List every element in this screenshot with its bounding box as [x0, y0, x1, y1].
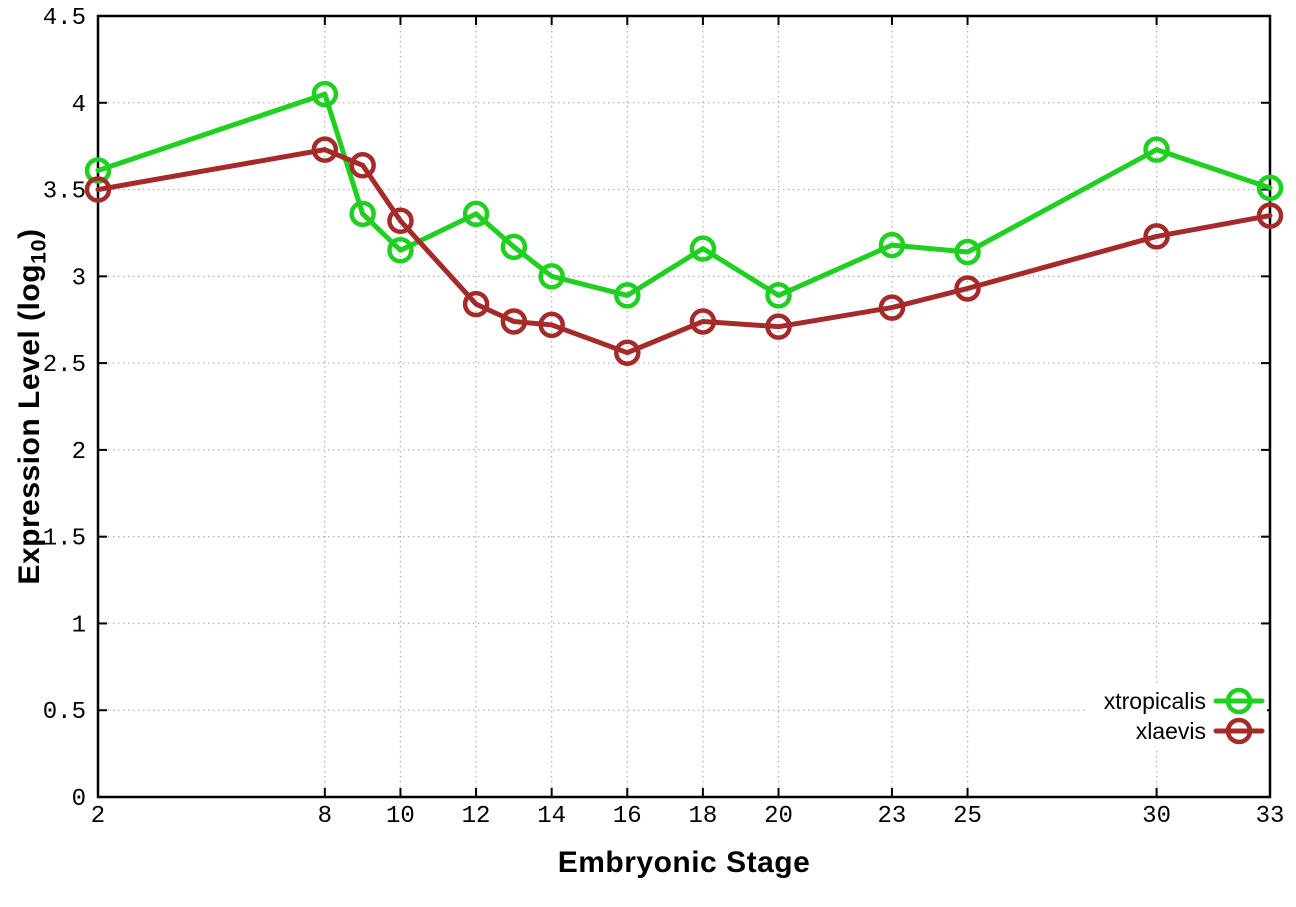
y-axis-title-text: Expression Level (log [13, 263, 46, 585]
y-axis-tick-label: 0 [72, 786, 86, 813]
legend-label-xtropicalis: xtropicalis [1104, 688, 1206, 714]
series-line-xlaevis [95, 147, 1273, 356]
data-point-marker-xtropicalis [311, 80, 339, 108]
y-axis-tick-label: 2.5 [43, 352, 86, 379]
data-point-marker-xtropicalis [1256, 174, 1284, 202]
data-point-marker-xtropicalis [462, 200, 490, 228]
data-point-marker-xlaevis [954, 275, 981, 302]
x-axis-tick-label: 30 [1142, 803, 1171, 830]
data-point-marker-xtropicalis [84, 157, 112, 184]
data-point-marker-xlaevis [1256, 202, 1284, 229]
x-axis-tick-label: 33 [1256, 803, 1285, 830]
data-point-marker-xlaevis [538, 311, 565, 339]
y-axis-tick-label: 1 [72, 612, 86, 639]
y-axis-tick-label: 4 [72, 92, 86, 119]
y-axis-tick-label: 2 [72, 439, 86, 466]
x-axis-tick-label: 16 [613, 803, 642, 830]
legend-background [1085, 684, 1267, 748]
data-point-marker-xlaevis [1143, 223, 1170, 250]
data-point-marker-xlaevis [500, 308, 528, 335]
x-axis-tick-label: 10 [386, 803, 415, 830]
y-axis-title-close: ) [13, 228, 46, 239]
x-axis-tick-label: 23 [878, 803, 907, 830]
x-axis-tick-label: 8 [318, 803, 332, 830]
plot-border [96, 14, 1272, 799]
data-point-marker-xlaevis [689, 308, 717, 335]
x-axis-tick-label: 14 [537, 803, 566, 830]
y-axis-title: Expression Level (log10) [4, 16, 56, 797]
data-point-marker-xtropicalis [878, 231, 906, 259]
x-axis-tick-label: 20 [764, 803, 793, 830]
y-axis-tick-label: 1.5 [43, 526, 86, 553]
data-point-marker-xtropicalis [954, 238, 981, 266]
x-axis-tick-label: 25 [953, 803, 982, 830]
data-point-marker-xlaevis [765, 313, 792, 340]
y-axis-tick-label: 3.5 [43, 179, 86, 206]
data-point-marker-xlaevis [387, 207, 414, 235]
data-point-marker-xlaevis [462, 290, 490, 318]
y-axis-tick-label: 3 [72, 265, 86, 292]
data-point-marker-xlaevis [614, 339, 641, 366]
data-point-marker-xtropicalis [689, 235, 717, 262]
data-point-marker-xtropicalis [500, 233, 528, 261]
data-point-marker-xtropicalis [614, 282, 641, 309]
x-axis-tick-label: 2 [91, 803, 105, 830]
legend-marker-xlaevis [1225, 717, 1253, 745]
data-point-marker-xtropicalis [1143, 136, 1170, 163]
legend-label-xlaevis: xlaevis [1136, 718, 1206, 744]
x-axis-title: Embryonic Stage [557, 846, 811, 879]
data-point-marker-xlaevis [878, 294, 906, 321]
y-axis-title-subscript: 10 [25, 238, 51, 264]
y-axis-tick-label: 4.5 [43, 5, 86, 32]
y-axis-tick-label: 0.5 [43, 699, 86, 726]
x-axis-tick-label: 18 [688, 803, 717, 830]
series-line-xtropicalis [95, 91, 1273, 298]
data-point-marker-xlaevis [349, 152, 376, 179]
data-point-marker-xtropicalis [765, 282, 792, 309]
data-point-marker-xlaevis [84, 176, 112, 203]
data-point-marker-xlaevis [311, 136, 339, 163]
data-point-marker-xtropicalis [349, 200, 376, 228]
data-point-marker-xtropicalis [387, 237, 414, 264]
data-point-marker-xtropicalis [538, 263, 565, 290]
x-axis-tick-label: 12 [462, 803, 491, 830]
legend-marker-xtropicalis [1225, 687, 1253, 715]
